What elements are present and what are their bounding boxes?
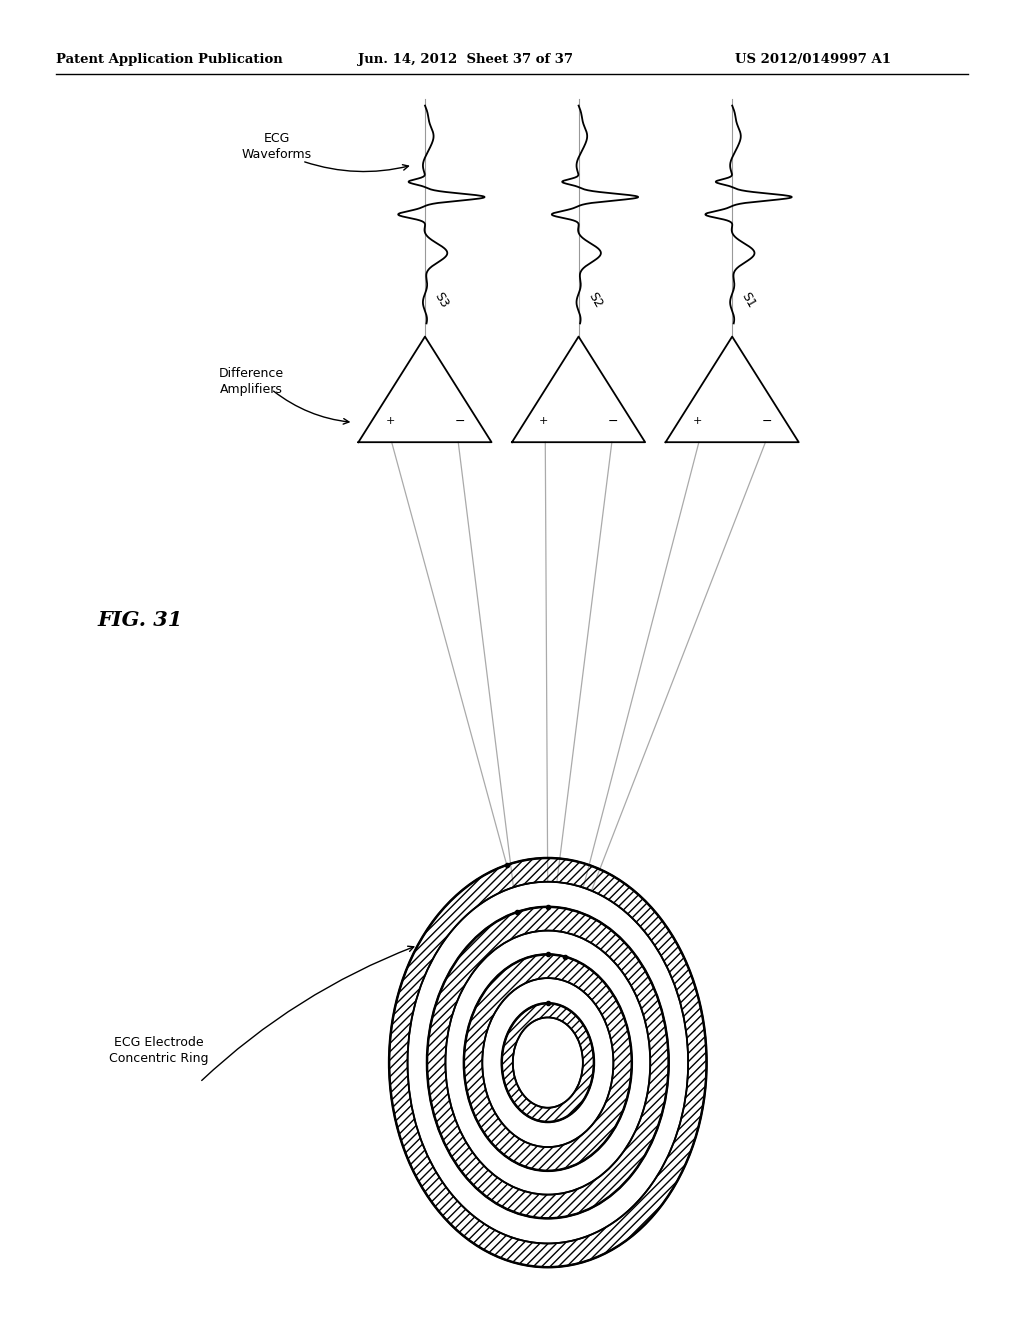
Text: Jun. 14, 2012  Sheet 37 of 37: Jun. 14, 2012 Sheet 37 of 37: [358, 53, 573, 66]
Text: +: +: [540, 416, 549, 426]
Circle shape: [408, 882, 688, 1243]
Circle shape: [513, 1018, 583, 1107]
Text: S1: S1: [738, 290, 758, 310]
Text: −: −: [608, 414, 618, 428]
Text: S2: S2: [585, 290, 604, 310]
Text: Difference
Amplifiers: Difference Amplifiers: [218, 367, 284, 396]
Text: −: −: [762, 414, 772, 428]
Circle shape: [445, 931, 650, 1195]
Circle shape: [482, 978, 613, 1147]
Text: US 2012/0149997 A1: US 2012/0149997 A1: [735, 53, 891, 66]
Text: ECG Electrode
Concentric Ring: ECG Electrode Concentric Ring: [109, 1036, 209, 1065]
Text: +: +: [386, 416, 395, 426]
Text: Patent Application Publication: Patent Application Publication: [56, 53, 283, 66]
Text: −: −: [455, 414, 465, 428]
Text: S3: S3: [432, 290, 451, 310]
Text: ECG
Waveforms: ECG Waveforms: [242, 132, 311, 161]
Text: +: +: [693, 416, 702, 426]
Text: FIG. 31: FIG. 31: [97, 610, 182, 631]
